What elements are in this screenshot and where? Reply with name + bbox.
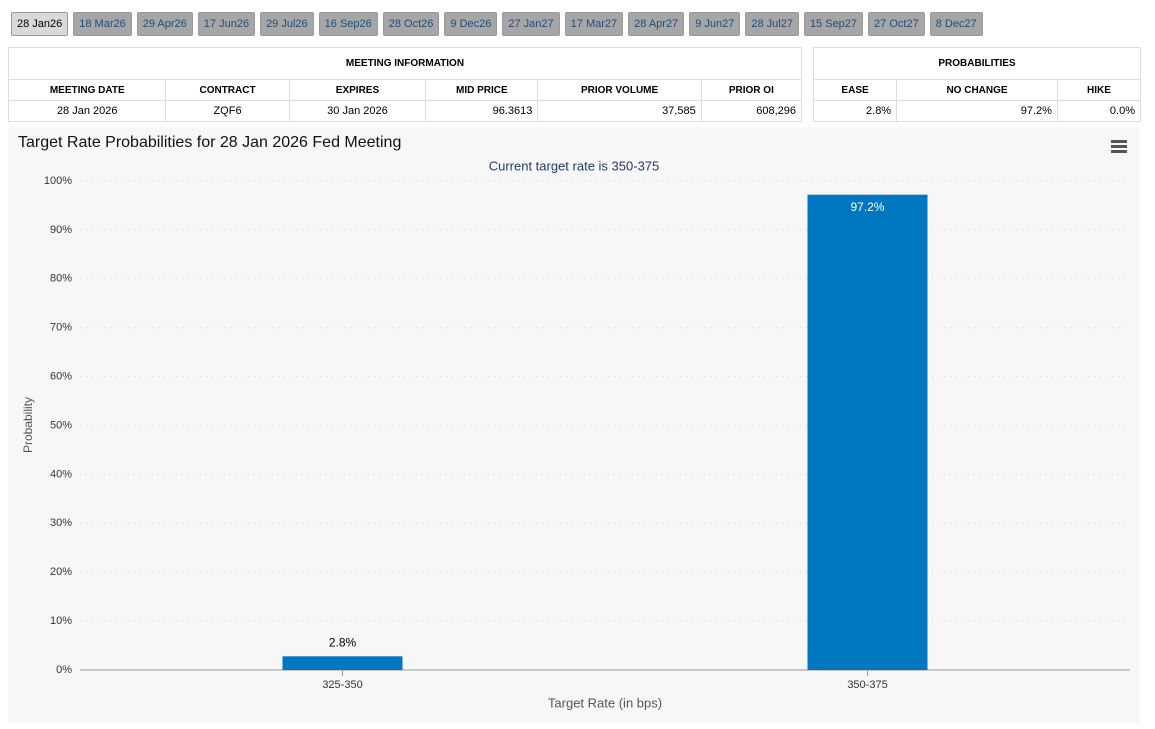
column-header: NO CHANGE [896, 79, 1058, 101]
cell: 30 Jan 2026 [288, 100, 427, 122]
menu-button[interactable] [1111, 140, 1127, 153]
column-header: EASE [812, 79, 898, 101]
column-header: PRIOR OI [700, 79, 803, 101]
x-tick-label: 350-375 [847, 679, 887, 691]
tab[interactable]: 8 Dec27 [929, 12, 983, 36]
tab[interactable]: 18 Mar26 [73, 12, 132, 36]
column-header: MEETING DATE [7, 79, 167, 101]
title-row: MEETING INFORMATION [8, 47, 802, 80]
tab[interactable]: 27 Oct27 [868, 12, 925, 36]
data-row: 2.8% 97.2% 0.0% [812, 100, 1142, 122]
y-tick-label: 100% [44, 175, 72, 187]
title-row: PROBABILITIES [813, 47, 1141, 80]
tab[interactable]: 16 Sep26 [318, 12, 378, 36]
column-header: EXPIRES [288, 79, 427, 101]
y-tick-label: 0% [56, 664, 72, 676]
y-tick-label: 20% [50, 566, 72, 578]
cell: 0.0% [1056, 100, 1142, 122]
probabilities-table: PROBABILITIES EASE NO CHANGE HIKE 2.8% 97.2% 0… [812, 47, 1142, 122]
tab[interactable]: 9 Jun27 [689, 12, 741, 36]
cell: ZQF6 [165, 100, 290, 122]
data-label: 2.8% [329, 635, 357, 649]
y-tick-label: 50% [50, 419, 72, 431]
y-tick-label: 30% [50, 517, 72, 529]
cell: 96.3613 [425, 100, 539, 122]
chart-title: Target Rate Probabilities for 28 Jan 202… [18, 134, 401, 151]
x-tick-label: 325-350 [322, 679, 362, 691]
header-row: EASE NO CHANGE HIKE [812, 79, 1142, 101]
tab[interactable]: 28 Jan26 [11, 12, 69, 36]
column-header: HIKE [1056, 79, 1142, 101]
cell: 608,296 [700, 100, 803, 122]
tab[interactable]: 28 Apr27 [628, 12, 685, 36]
cell: 2.8% [812, 100, 898, 122]
y-tick-label: 10% [50, 615, 72, 627]
data-label: 97.2% [850, 200, 884, 214]
tab[interactable]: 17 Mar27 [564, 12, 624, 36]
y-tick-label: 90% [50, 224, 72, 236]
header-row: MEETING DATE CONTRACT EXPIRES MID PRICE PRIO… [7, 79, 803, 101]
tab[interactable]: 17 Jun26 [197, 12, 256, 36]
y-tick-label: 80% [50, 273, 72, 285]
tab[interactable]: 15 Sep27 [803, 12, 864, 36]
y-tick-label: 40% [50, 468, 72, 480]
x-axis-label: Target Rate (in bps) [548, 695, 662, 710]
tab[interactable]: 29 Apr26 [136, 12, 193, 36]
bar [807, 194, 928, 670]
meeting-tabs: 28 Jan26 18 Mar26 29 Apr26 17 Jun26 29 Jul26… [11, 12, 983, 36]
tab[interactable]: 27 Jan27 [502, 12, 560, 36]
chart: Target Rate Probabilities for 28 Jan 202… [8, 127, 1140, 723]
meeting-information-table: MEETING INFORMATION MEETING DATE CONTRACT E… [7, 47, 803, 122]
tab[interactable]: 9 Dec26 [444, 12, 498, 36]
bar [282, 656, 403, 670]
tab[interactable]: 29 Jul26 [260, 12, 314, 36]
chart-subtitle: Current target rate is 350-375 [489, 158, 660, 173]
cell: 28 Jan 2026 [7, 100, 167, 122]
column-header: PRIOR VOLUME [537, 79, 702, 101]
tab[interactable]: 28 Oct26 [382, 12, 440, 36]
table-title: PROBABILITIES [813, 47, 1141, 80]
table-title: MEETING INFORMATION [8, 47, 802, 80]
y-tick-label: 60% [50, 371, 72, 383]
data-row: 28 Jan 2026 ZQF6 30 Jan 2026 96.3613 37,585 6… [7, 100, 803, 122]
cell: 97.2% [896, 100, 1058, 122]
column-header: MID PRICE [425, 79, 539, 101]
y-tick-label: 70% [50, 322, 72, 334]
y-axis-label: Probability [21, 397, 35, 453]
tab[interactable]: 28 Jul27 [745, 12, 799, 36]
cell: 37,585 [537, 100, 702, 122]
column-header: CONTRACT [165, 79, 290, 101]
